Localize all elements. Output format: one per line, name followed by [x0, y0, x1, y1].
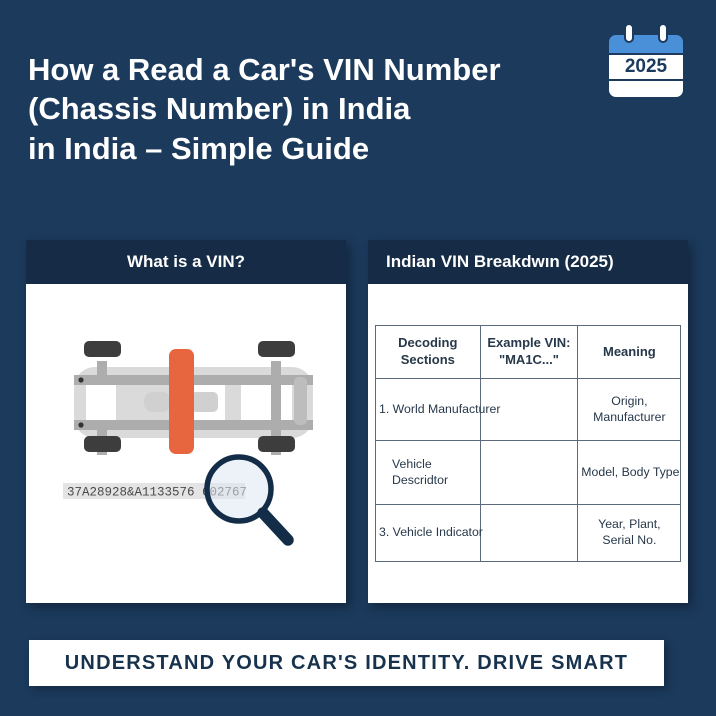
- svg-text:2025: 2025: [625, 56, 668, 77]
